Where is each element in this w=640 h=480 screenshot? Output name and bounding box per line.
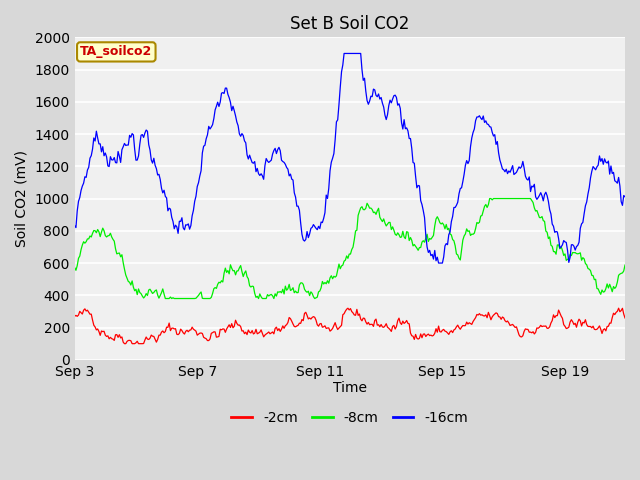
-16cm — [391, 92, 399, 98]
-8cm — [509, 196, 516, 202]
-16cm — [435, 260, 442, 266]
Line: -2cm: -2cm — [75, 308, 625, 344]
-2cm — [454, 322, 461, 328]
-8cm — [391, 231, 399, 237]
-16cm — [340, 50, 348, 56]
-2cm — [391, 326, 399, 332]
-2cm — [496, 314, 504, 320]
Line: -8cm: -8cm — [75, 199, 625, 299]
Y-axis label: Soil CO2 (mV): Soil CO2 (mV) — [15, 150, 29, 247]
Line: -16cm: -16cm — [75, 53, 625, 263]
-16cm — [497, 161, 505, 167]
-8cm — [113, 251, 121, 257]
X-axis label: Time: Time — [333, 382, 367, 396]
-8cm — [621, 262, 629, 268]
-2cm — [508, 322, 515, 328]
-2cm — [577, 318, 584, 324]
-2cm — [621, 315, 629, 321]
-16cm — [621, 194, 629, 200]
-8cm — [161, 296, 169, 301]
Legend: -2cm, -8cm, -16cm: -2cm, -8cm, -16cm — [226, 406, 474, 431]
-16cm — [578, 221, 586, 227]
-16cm — [71, 223, 79, 228]
-8cm — [486, 196, 493, 202]
-8cm — [578, 257, 586, 263]
-16cm — [455, 191, 463, 197]
-16cm — [509, 163, 516, 168]
-8cm — [71, 264, 79, 270]
-8cm — [497, 196, 505, 202]
-8cm — [454, 252, 461, 258]
-2cm — [120, 341, 128, 347]
-2cm — [615, 305, 623, 311]
Text: TA_soilco2: TA_soilco2 — [80, 46, 152, 59]
-2cm — [113, 332, 121, 337]
Title: Set B Soil CO2: Set B Soil CO2 — [290, 15, 410, 33]
-16cm — [113, 160, 121, 166]
-2cm — [71, 313, 79, 319]
